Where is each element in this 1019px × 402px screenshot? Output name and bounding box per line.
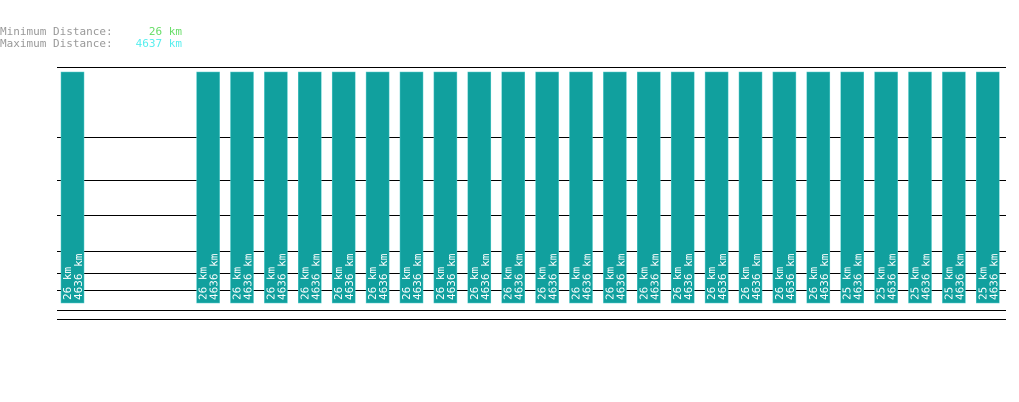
- max-label: 4636 km: [852, 253, 865, 300]
- min-label: 26 km: [197, 267, 210, 300]
- max-label: 4636 km: [953, 253, 966, 300]
- max-label: 4636 km: [208, 253, 221, 300]
- bar: [704, 71, 729, 304]
- min-label: 25 km: [841, 267, 854, 300]
- bar: [365, 71, 390, 304]
- max-label: 4636 km: [309, 253, 322, 300]
- max-label: 4636 km: [648, 253, 661, 300]
- bar: [399, 71, 424, 304]
- min-label: 25 km: [875, 267, 888, 300]
- max-label: 4636 km: [614, 253, 627, 300]
- bar: [603, 71, 627, 304]
- min-label: 26 km: [603, 267, 616, 300]
- max-label: 4636 km: [750, 253, 763, 300]
- bar: [670, 71, 695, 304]
- min-label: 26 km: [400, 267, 413, 300]
- min-label: 26 km: [807, 267, 820, 300]
- min-label: 26 km: [61, 267, 74, 300]
- max-label: 4636 km: [784, 253, 797, 300]
- min-label: 26 km: [739, 267, 752, 300]
- max-label: 4636 km: [377, 253, 390, 300]
- min-label: 25 km: [942, 267, 955, 300]
- bar: [535, 71, 559, 304]
- bar: [806, 71, 831, 304]
- max-label: 4636 km: [242, 253, 255, 300]
- min-label: 26 km: [773, 267, 786, 300]
- bar: [908, 71, 932, 304]
- bar: [230, 71, 254, 304]
- min-label: 25 km: [976, 267, 989, 300]
- max-label: 4636 km: [547, 253, 560, 300]
- bar: [298, 71, 322, 304]
- max-label: 4636 km: [343, 253, 356, 300]
- max-label: 4636 km: [818, 253, 831, 300]
- max-label: 4636 km: [513, 253, 526, 300]
- min-label: 26 km: [570, 267, 583, 300]
- min-label: Minimum Distance:: [0, 25, 113, 38]
- max-value: 4637 km: [136, 37, 183, 50]
- bar: [840, 71, 864, 304]
- min-label: 26 km: [468, 267, 481, 300]
- min-value: 26 km: [149, 25, 182, 38]
- max-label: 4636 km: [716, 253, 729, 300]
- bar: [569, 71, 593, 304]
- bar: [467, 71, 492, 304]
- min-label: 26 km: [264, 267, 277, 300]
- bar: [976, 71, 1000, 304]
- min-label: 26 km: [298, 267, 311, 300]
- max-label: 4636 km: [445, 253, 458, 300]
- bar: [738, 71, 763, 304]
- bar: [637, 71, 661, 304]
- bar: [264, 71, 288, 304]
- max-label: 4636 km: [682, 253, 695, 300]
- max-label: 4636 km: [987, 253, 1000, 300]
- min-label: 26 km: [502, 267, 515, 300]
- bar: [942, 71, 966, 304]
- max-label: 4636 km: [72, 253, 85, 300]
- max-label: 4636 km: [411, 253, 424, 300]
- min-label: 26 km: [366, 267, 379, 300]
- min-label: 26 km: [705, 267, 718, 300]
- bar: [331, 71, 356, 304]
- min-label: 26 km: [231, 267, 244, 300]
- bar: [196, 71, 220, 304]
- max-label: Maximum Distance:: [0, 37, 113, 50]
- bar: [874, 71, 898, 304]
- max-label: 4636 km: [920, 253, 933, 300]
- max-label: 4636 km: [581, 253, 594, 300]
- max-label: 4636 km: [275, 253, 288, 300]
- bar: [772, 71, 797, 304]
- min-label: 25 km: [909, 267, 922, 300]
- min-label: 26 km: [536, 267, 549, 300]
- bar: [60, 71, 85, 304]
- min-label: 26 km: [671, 267, 684, 300]
- max-label: 4636 km: [479, 253, 492, 300]
- min-label: 26 km: [637, 267, 650, 300]
- bar: [501, 71, 525, 304]
- min-label: 26 km: [332, 267, 345, 300]
- bar: [433, 71, 458, 304]
- max-label: 4636 km: [886, 253, 899, 300]
- min-label: 26 km: [434, 267, 447, 300]
